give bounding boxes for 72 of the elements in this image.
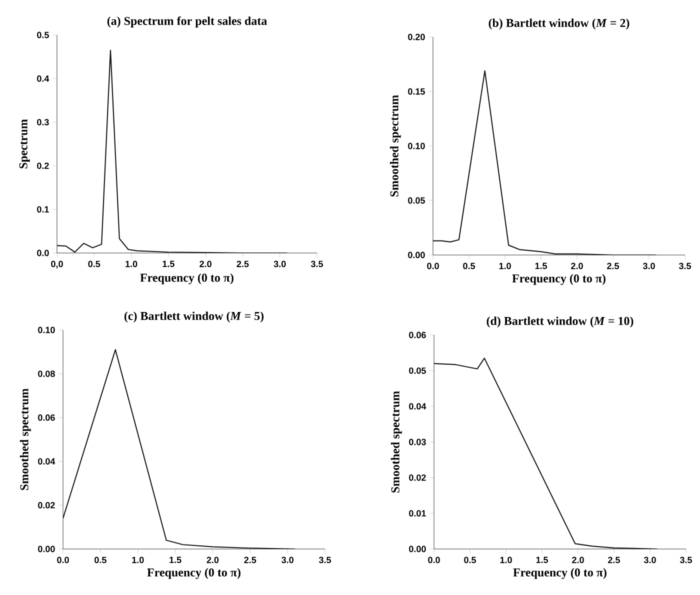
- x-tick-label: 0.0: [427, 262, 439, 270]
- y-tick-label: 0.08: [38, 370, 55, 377]
- y-tick-label: 0.2: [37, 162, 49, 169]
- x-tick-label: 1.0: [132, 556, 144, 564]
- x-tick-label: 3.5: [678, 262, 692, 270]
- x-tick-label: 1.5: [535, 262, 548, 270]
- x-tick-label: 0,0: [51, 260, 63, 268]
- x-tick-label: 1.5: [170, 556, 182, 564]
- chart-title: (d) Bartlett window (M = 10): [486, 316, 634, 328]
- x-tick-label: 3.0: [274, 260, 286, 268]
- chart-title: (b) Bartlett window (M = 2): [488, 18, 630, 30]
- line-series: [433, 70, 657, 255]
- x-tick-label: 2.5: [236, 260, 249, 268]
- y-tick-label: 0.06: [409, 332, 426, 338]
- y-tick-label: 0.10: [408, 142, 425, 150]
- x-tick-label: 1.0: [500, 556, 512, 564]
- x-tick-label: 3.0: [644, 556, 656, 564]
- x-tick-label: 1.0: [499, 262, 511, 270]
- line-series: [57, 50, 288, 253]
- y-tick-label: 0.05: [408, 197, 425, 204]
- x-tick-label: 2.0: [572, 556, 584, 564]
- x-tick-label: 1.5: [536, 556, 548, 564]
- y-tick-label: 0.00: [38, 546, 55, 552]
- x-tick-label: 0.5: [88, 260, 100, 268]
- y-tick-label: 0.15: [408, 88, 425, 95]
- x-axis-title: Frequency (0 to π): [512, 274, 606, 285]
- line-series: [63, 349, 296, 549]
- x-axis-title: Frequency (0 to π): [513, 568, 606, 579]
- y-tick-label: 0.5: [37, 32, 49, 38]
- x-tick-label: 0.0: [428, 556, 440, 564]
- x-axis-title: Frequency (0 to π): [140, 273, 234, 284]
- x-tick-label: 3.5: [310, 260, 324, 268]
- x-tick-label: 3.0: [642, 262, 655, 270]
- y-axis-title: Smoothed spectrum: [20, 388, 31, 490]
- x-tick-label: 1.5: [162, 260, 174, 268]
- x-tick-label: 0.5: [94, 556, 106, 564]
- line-series: [434, 358, 658, 549]
- y-tick-label: 0.3: [37, 119, 49, 126]
- y-tick-label: 0.02: [38, 502, 55, 508]
- y-tick-label: 0.04: [409, 403, 426, 410]
- y-tick-label: 0.1: [37, 206, 49, 213]
- y-tick-label: 0.20: [408, 34, 425, 40]
- x-tick-label: 3.5: [680, 556, 692, 564]
- y-tick-label: 0.06: [38, 414, 55, 421]
- y-axis-title: Smoothed spectrum: [390, 95, 401, 197]
- y-tick-label: 0.0: [37, 250, 49, 256]
- x-tick-label: 2.0: [571, 262, 583, 270]
- y-tick-label: 0.04: [38, 458, 56, 465]
- y-axis-title: Smoothed spectrum: [390, 391, 402, 493]
- y-tick-label: 0.01: [409, 510, 426, 517]
- x-tick-label: 0.0: [57, 556, 69, 564]
- x-tick-label: 2.5: [244, 556, 256, 564]
- x-tick-label: 1.0: [126, 260, 138, 268]
- y-tick-label: 0.00: [409, 546, 426, 552]
- chart-title: (c) Bartlett window (M = 5): [124, 312, 264, 322]
- x-tick-label: 3.5: [318, 556, 332, 564]
- x-axis-title: Frequency (0 to π): [147, 568, 240, 579]
- x-tick-label: 2.0: [200, 260, 212, 268]
- y-tick-label: 0.03: [409, 438, 426, 446]
- x-tick-label: 2.5: [608, 556, 620, 564]
- chart-title: (a) Spectrum for pelt sales data: [107, 16, 267, 28]
- y-tick-label: 0.05: [409, 367, 426, 374]
- y-tick-label: 0.4: [37, 75, 50, 82]
- x-tick-label: 0.5: [463, 262, 476, 270]
- x-tick-label: 3.0: [282, 556, 294, 564]
- y-tick-label: 0.02: [409, 474, 426, 481]
- x-tick-label: 0.5: [464, 556, 476, 564]
- x-tick-label: 2.0: [206, 556, 219, 564]
- y-axis-title: Spectrum: [19, 119, 30, 168]
- y-tick-label: 0.10: [38, 326, 55, 334]
- y-tick-label: 0.00: [408, 252, 425, 258]
- x-tick-label: 2.5: [607, 262, 620, 270]
